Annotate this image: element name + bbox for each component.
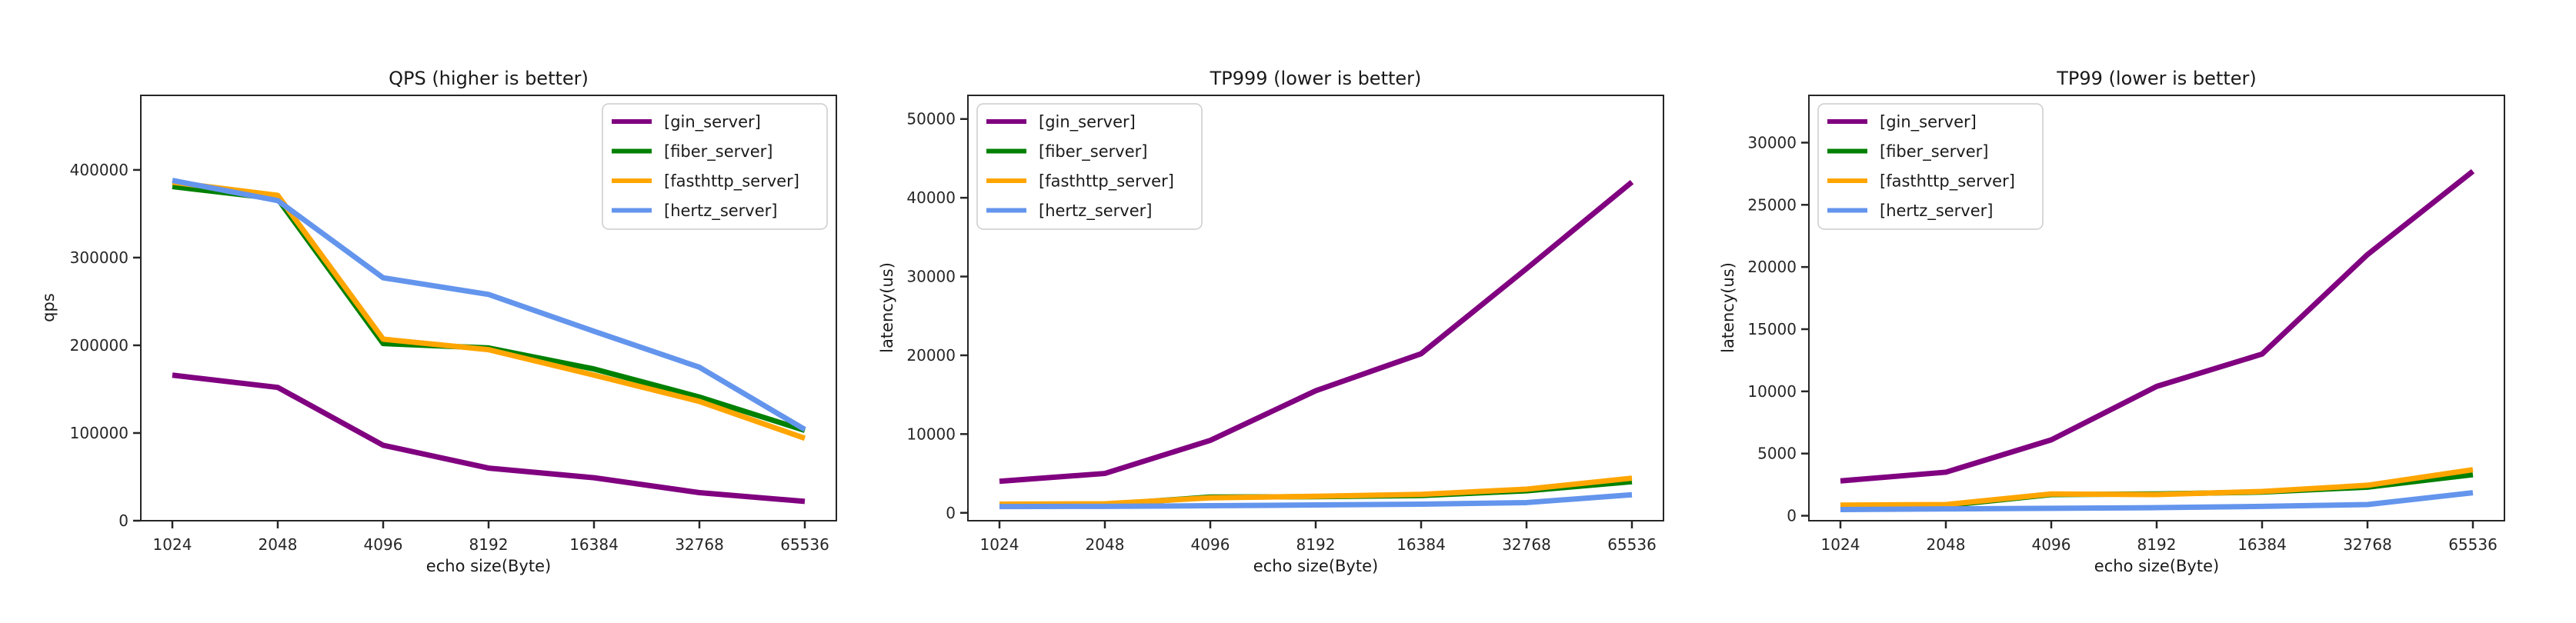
y-tick-label: 0 [946, 504, 956, 522]
tp99-chart: TP99 (lower is better) echo size(Byte) l… [1719, 68, 2505, 575]
y-tick-label: 30000 [1747, 133, 1797, 152]
plot-area: 0 5000 10000 15000 20000 25000 30000 1024 2048 40… [1747, 95, 2505, 554]
y-tick-label: 40000 [906, 188, 956, 207]
y-tick-label: 100000 [70, 424, 128, 442]
plot-area: 0 100000 200000 300000 400000 1024 2048 4096 819… [70, 95, 837, 554]
legend-label-fiber-server: [fiber_server] [1880, 142, 1988, 162]
x-tick-label: 32768 [1502, 535, 1551, 554]
y-tick-label: 0 [1787, 507, 1797, 525]
x-tick-label: 2048 [1086, 535, 1125, 554]
x-tick-label: 1024 [980, 535, 1019, 554]
y-axis-label: latency(us) [878, 262, 896, 353]
legend-box [602, 103, 828, 230]
x-tick-label: 2048 [1927, 535, 1966, 554]
legend-label-hertz-server: [hertz_server] [1039, 202, 1152, 221]
x-tick-label: 16384 [569, 535, 619, 554]
legend-label-gin-server: [gin_server] [1880, 113, 1977, 132]
x-tick-label: 4096 [1191, 535, 1230, 554]
legend-label-fiber-server: [fiber_server] [664, 142, 772, 162]
legend: [gin_server] [fiber_server] [fasthttp_serv… [1817, 103, 2044, 230]
x-tick-label: 65536 [780, 535, 829, 554]
legend-label-fasthttp-server: [fasthttp_server] [664, 172, 799, 192]
y-tick-label: 10000 [906, 425, 956, 443]
x-tick-label: 4096 [364, 535, 403, 554]
chart-panel-tp999: TP999 (lower is better) echo size(Byte) … [859, 0, 1717, 623]
series-line-hertz-server [999, 491, 1633, 510]
plot-area: 0 10000 20000 30000 40000 50000 1024 2048 4096 81… [906, 95, 1664, 554]
series-line-gin-server [172, 372, 806, 505]
y-tick-label: 50000 [906, 110, 956, 128]
y-tick-label: 200000 [70, 336, 128, 355]
legend-label-gin-server: [gin_server] [664, 113, 761, 132]
x-tick-label: 32768 [2343, 535, 2392, 554]
y-tick-label: 20000 [906, 346, 956, 365]
y-tick-label: 25000 [1747, 195, 1797, 214]
legend-label-hertz-server: [hertz_server] [1880, 202, 1993, 221]
x-tick-label: 32768 [675, 535, 724, 554]
legend-label-fasthttp-server: [fasthttp_server] [1039, 172, 1174, 192]
y-axis-label: latency(us) [1719, 262, 1737, 353]
series-line-hertz-server [172, 178, 806, 432]
series-line-gin-server [999, 179, 1634, 485]
chart-title: QPS (higher is better) [389, 68, 589, 89]
series-line-hertz-server [1840, 490, 2474, 512]
x-tick-label: 1024 [153, 535, 192, 554]
x-tick-label: 16384 [1396, 535, 1446, 554]
x-axis-label: echo size(Byte) [426, 557, 551, 575]
y-tick-label: 0 [118, 511, 128, 530]
series-line-fasthttp-server [172, 179, 806, 441]
series-line-fasthttp-server [1840, 467, 2474, 508]
y-tick-label: 20000 [1747, 258, 1797, 276]
legend: [gin_server] [fiber_server] [fasthttp_serv… [602, 103, 828, 230]
legend-label-fiber-server: [fiber_server] [1039, 142, 1147, 162]
y-tick-label: 300000 [70, 248, 128, 267]
chart-title: TP999 (lower is better) [1210, 68, 1422, 89]
legend-label-gin-server: [gin_server] [1039, 113, 1136, 132]
legend-box [976, 103, 1203, 230]
x-tick-label: 16384 [2237, 535, 2287, 554]
x-tick-label: 2048 [259, 535, 298, 554]
x-tick-label: 65536 [1607, 535, 1657, 554]
legend: [gin_server] [fiber_server] [fasthttp_serv… [976, 103, 1203, 230]
legend-box [1817, 103, 2044, 230]
series-line-gin-server [1840, 168, 2475, 484]
x-tick-label: 65536 [2448, 535, 2498, 554]
chart-title: TP99 (lower is better) [2056, 68, 2257, 89]
x-axis-label: echo size(Byte) [1253, 557, 1378, 575]
y-tick-label: 10000 [1747, 382, 1797, 401]
y-tick-label: 5000 [1757, 445, 1797, 463]
x-tick-label: 8192 [1296, 535, 1336, 554]
x-tick-label: 1024 [1821, 535, 1860, 554]
y-tick-label: 400000 [70, 161, 128, 179]
chart-panel-qps: QPS (higher is better) echo size(Byte) q… [0, 0, 859, 623]
y-tick-label: 15000 [1747, 320, 1797, 338]
qps-chart: QPS (higher is better) echo size(Byte) q… [39, 68, 837, 575]
x-tick-label: 8192 [2137, 535, 2177, 554]
x-axis-label: echo size(Byte) [2094, 557, 2219, 575]
legend-label-hertz-server: [hertz_server] [664, 202, 777, 221]
tp999-chart: TP999 (lower is better) echo size(Byte) … [878, 68, 1664, 575]
chart-panel-tp99: TP99 (lower is better) echo size(Byte) l… [1717, 0, 2576, 623]
legend-label-fasthttp-server: [fasthttp_server] [1880, 172, 2015, 192]
y-tick-label: 30000 [906, 268, 956, 286]
x-tick-label: 8192 [469, 535, 509, 554]
y-axis-label: qps [39, 293, 58, 322]
x-tick-label: 4096 [2032, 535, 2071, 554]
